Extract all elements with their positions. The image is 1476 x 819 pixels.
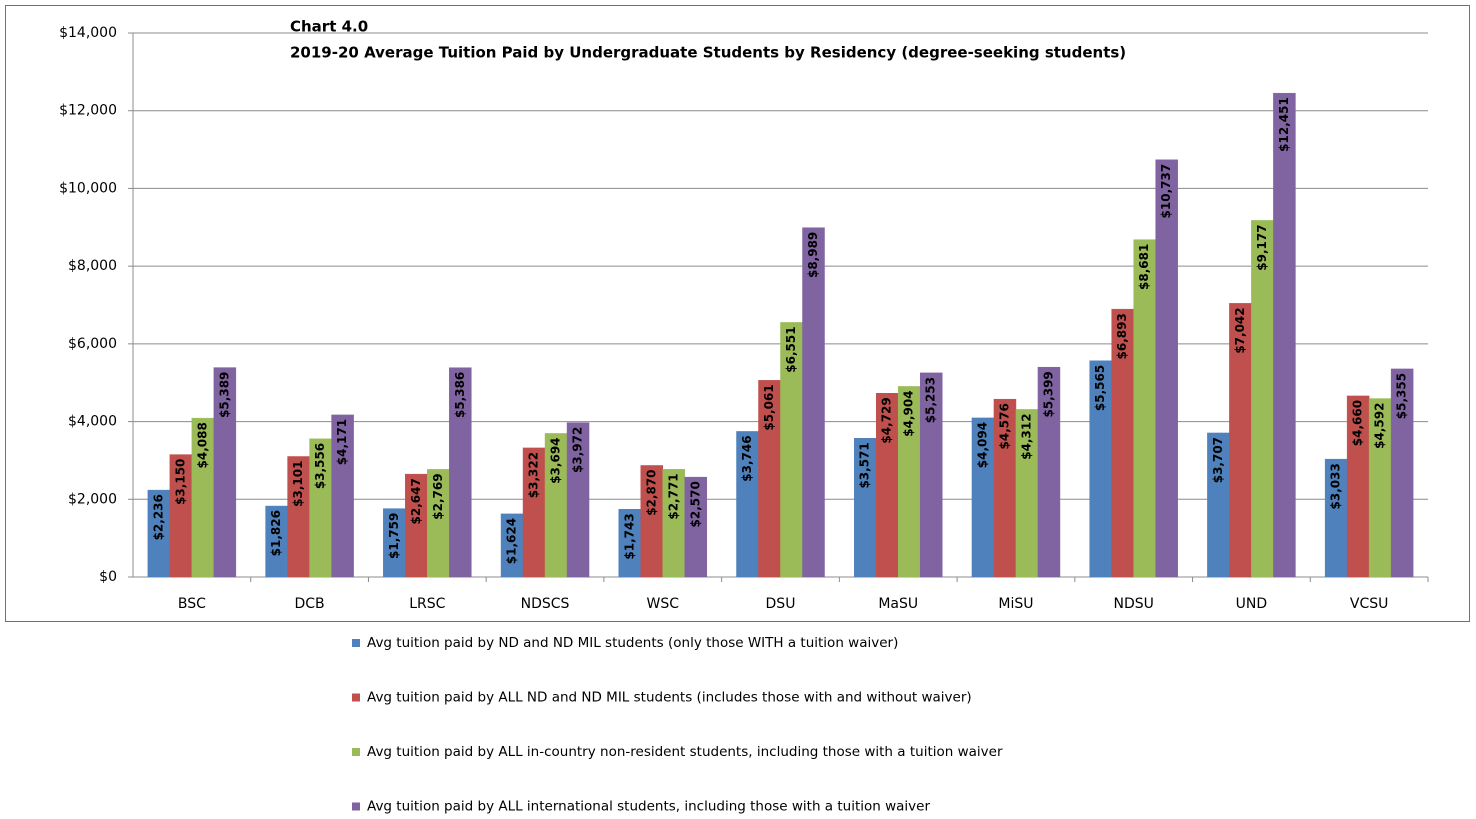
value-label: $2,647 [409, 478, 423, 524]
x-tick-label: LRSC [409, 596, 445, 612]
legend-label: Avg tuition paid by ALL in-country non-r… [367, 744, 1003, 760]
value-label: $4,171 [335, 419, 349, 465]
value-label: $1,826 [269, 510, 283, 556]
value-label: $3,556 [313, 443, 327, 489]
bar [802, 227, 825, 578]
value-label: $10,737 [1159, 164, 1173, 219]
value-label: $3,033 [1329, 463, 1343, 509]
x-tick-label: BSC [178, 596, 206, 612]
value-label: $1,624 [505, 518, 519, 564]
value-label: $3,972 [571, 427, 585, 473]
x-tick-label: VCSU [1350, 596, 1389, 612]
value-label: $12,451 [1277, 97, 1291, 152]
value-label: $4,088 [195, 422, 209, 468]
value-label: $3,101 [291, 461, 305, 507]
y-tick-label: $10,000 [59, 180, 117, 196]
value-label: $2,570 [688, 481, 702, 527]
bar [213, 367, 237, 578]
value-label: $1,759 [387, 513, 401, 559]
value-label: $8,989 [806, 232, 820, 278]
value-label: $2,769 [431, 473, 445, 519]
x-tick-label: NDSCS [521, 596, 570, 612]
value-label: $3,322 [527, 452, 541, 498]
value-label: $7,042 [1233, 307, 1247, 353]
value-label: $2,870 [644, 469, 658, 515]
value-label: $4,576 [997, 403, 1011, 449]
y-tick-label: $0 [99, 569, 117, 585]
legend-label: Avg tuition paid by ALL international st… [367, 799, 930, 815]
bar [449, 367, 472, 578]
value-label: $5,355 [1395, 373, 1409, 419]
value-label: $3,150 [173, 459, 187, 505]
value-label: $3,746 [740, 435, 754, 481]
bar [1251, 220, 1274, 578]
value-label: $5,253 [924, 377, 938, 423]
legend-swatch [352, 639, 360, 647]
value-label: $4,592 [1373, 403, 1387, 449]
x-tick-label: UND [1236, 596, 1268, 612]
legend-label: Avg tuition paid by ND and ND MIL studen… [367, 635, 898, 651]
chart-subtitle: 2019-20 Average Tuition Paid by Undergra… [290, 44, 1126, 62]
value-label: $5,399 [1041, 371, 1055, 417]
legend-swatch [352, 802, 360, 811]
value-label: $5,565 [1093, 365, 1107, 411]
value-label: $4,660 [1351, 400, 1365, 446]
y-tick-label: $12,000 [59, 103, 117, 119]
y-tick-label: $2,000 [68, 491, 117, 507]
value-label: $5,386 [453, 372, 467, 418]
value-label: $5,061 [762, 384, 776, 430]
x-tick-label: WSC [647, 596, 680, 612]
y-tick-label: $4,000 [68, 414, 117, 430]
value-label: $6,551 [784, 326, 798, 372]
value-label: $4,312 [1019, 413, 1033, 459]
x-tick-label: NDSU [1113, 596, 1153, 612]
chart-title: Chart 4.0 [290, 18, 368, 36]
legend-label: Avg tuition paid by ALL ND and ND MIL st… [367, 690, 972, 706]
value-label: $2,236 [151, 494, 165, 540]
value-label: $1,743 [622, 513, 636, 559]
bar [331, 414, 354, 578]
value-label: $4,904 [902, 390, 916, 436]
x-tick-label: DCB [295, 596, 325, 612]
value-label: $3,571 [858, 442, 872, 488]
y-tick-label: $14,000 [59, 25, 117, 41]
value-label: $4,729 [880, 397, 894, 443]
y-tick-label: $8,000 [68, 258, 117, 274]
value-label: $3,694 [549, 437, 563, 483]
value-label: $9,177 [1255, 224, 1269, 270]
bar [1037, 366, 1061, 578]
value-label: $5,389 [217, 372, 231, 418]
value-label: $2,771 [666, 473, 680, 519]
legend-swatch [352, 748, 360, 756]
bar [919, 372, 943, 578]
x-tick-label: DSU [766, 596, 796, 612]
x-tick-label: MiSU [998, 596, 1033, 612]
legend-swatch [352, 693, 360, 702]
bar [1273, 92, 1296, 578]
value-label: $8,681 [1137, 244, 1151, 290]
value-label: $6,893 [1115, 313, 1129, 359]
bar [566, 422, 590, 578]
x-tick-label: MaSU [878, 596, 918, 612]
bar [684, 476, 708, 578]
bar [1155, 159, 1178, 578]
value-label: $3,707 [1211, 437, 1225, 483]
value-label: $4,094 [975, 422, 989, 468]
bar [1390, 368, 1414, 578]
y-tick-label: $6,000 [68, 336, 117, 352]
